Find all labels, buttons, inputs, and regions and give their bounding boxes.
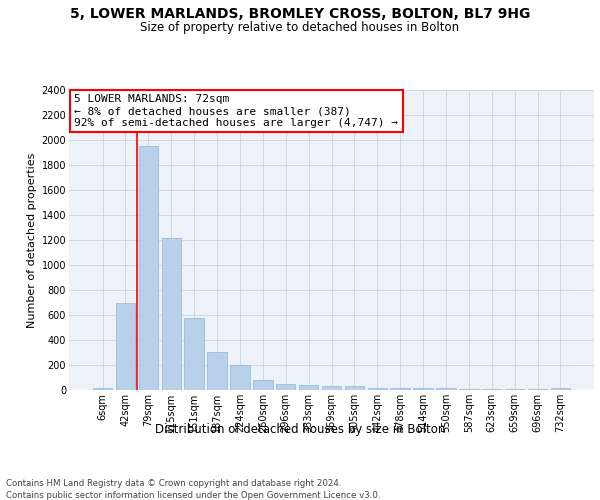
Text: Contains HM Land Registry data © Crown copyright and database right 2024.: Contains HM Land Registry data © Crown c…	[6, 479, 341, 488]
Bar	[436, 388, 455, 390]
Bar	[344, 386, 364, 390]
Bar	[413, 388, 433, 390]
Text: 5, LOWER MARLANDS, BROMLEY CROSS, BOLTON, BL7 9HG: 5, LOWER MARLANDS, BROMLEY CROSS, BOLTON…	[70, 8, 530, 22]
Text: 5 LOWER MARLANDS: 72sqm
← 8% of detached houses are smaller (387)
92% of semi-de: 5 LOWER MARLANDS: 72sqm ← 8% of detached…	[74, 94, 398, 128]
Bar	[93, 388, 112, 390]
Bar	[184, 318, 204, 390]
Bar	[368, 388, 387, 390]
Bar	[322, 386, 341, 390]
Bar	[276, 384, 295, 390]
Bar	[208, 352, 227, 390]
Bar	[299, 385, 319, 390]
Text: Contains public sector information licensed under the Open Government Licence v3: Contains public sector information licen…	[6, 491, 380, 500]
Text: Size of property relative to detached houses in Bolton: Size of property relative to detached ho…	[140, 21, 460, 34]
Bar	[116, 302, 135, 390]
Bar	[253, 380, 272, 390]
Bar	[230, 365, 250, 390]
Bar	[391, 388, 410, 390]
Bar	[551, 388, 570, 390]
Text: Distribution of detached houses by size in Bolton: Distribution of detached houses by size …	[155, 422, 445, 436]
Y-axis label: Number of detached properties: Number of detached properties	[28, 152, 37, 328]
Bar	[139, 146, 158, 390]
Bar	[161, 238, 181, 390]
